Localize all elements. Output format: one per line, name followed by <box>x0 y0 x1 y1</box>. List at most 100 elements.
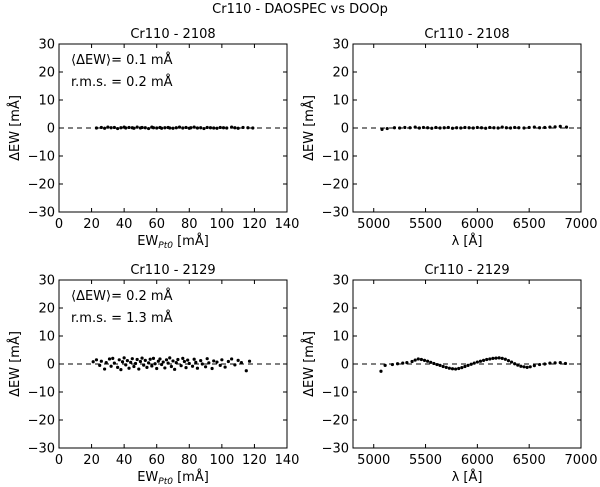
data-point <box>548 125 552 129</box>
data-point <box>504 126 508 130</box>
data-point <box>94 126 99 130</box>
x-tick-label: 20 <box>83 453 100 468</box>
data-point <box>244 369 248 373</box>
data-point <box>233 363 237 367</box>
data-point <box>450 367 455 371</box>
data-point <box>447 366 451 370</box>
data-point <box>466 363 470 367</box>
data-point <box>164 358 169 362</box>
x-tick-label: 140 <box>275 217 300 232</box>
data-point <box>205 125 209 130</box>
data-point <box>203 365 208 369</box>
x-tick-label: 6500 <box>513 453 546 468</box>
data-point <box>119 368 123 372</box>
data-point <box>519 364 523 368</box>
data-point <box>392 126 397 130</box>
data-point <box>106 125 110 129</box>
data-point <box>558 124 562 128</box>
x-tick-label: 5000 <box>357 453 390 468</box>
data-point <box>199 126 203 130</box>
annotation-mean: ⟨ΔEW⟩= 0.1 mÅ <box>71 52 173 68</box>
data-point <box>151 356 156 360</box>
data-point <box>124 126 128 130</box>
data-point <box>380 127 384 131</box>
data-point <box>455 126 459 130</box>
panel-title: Cr110 - 2108 <box>424 27 509 42</box>
y-tick-label: 10 <box>38 330 55 345</box>
data-point <box>200 362 204 366</box>
data-point <box>508 126 513 130</box>
data-point <box>190 364 195 368</box>
data-point <box>125 359 129 363</box>
y-tick-label: −20 <box>28 414 55 429</box>
data-point <box>187 361 191 366</box>
data-point <box>429 360 433 364</box>
data-point <box>548 361 552 365</box>
y-axis-label: ΔEW [mÅ] <box>7 331 23 397</box>
data-point <box>133 361 138 366</box>
data-point <box>116 365 120 369</box>
data-point <box>522 126 526 130</box>
data-point <box>146 126 151 131</box>
data-point <box>413 125 417 129</box>
annotation-rms: r.m.s. = 0.2 mÅ <box>71 74 173 90</box>
data-point <box>236 358 240 362</box>
data-point <box>146 361 151 365</box>
data-point <box>442 126 446 130</box>
data-point <box>426 359 430 363</box>
data-point <box>435 362 439 367</box>
data-point <box>220 358 224 362</box>
data-point <box>472 361 476 365</box>
data-point <box>491 356 495 360</box>
data-point <box>160 362 164 367</box>
data-point <box>143 358 147 362</box>
data-point <box>516 363 520 367</box>
x-tick-label: 0 <box>55 217 63 232</box>
x-axis-label-subscript: Pt0 <box>158 477 173 487</box>
data-point <box>479 126 484 130</box>
data-point <box>158 357 162 361</box>
data-point <box>513 125 517 130</box>
y-tick-label: 30 <box>38 274 55 289</box>
data-point <box>109 126 113 130</box>
data-point <box>444 365 448 369</box>
data-point <box>194 360 198 364</box>
data-point <box>484 126 488 130</box>
x-axis-label-main: EW <box>137 470 158 485</box>
data-point <box>163 126 167 130</box>
y-tick-label: 0 <box>47 122 55 137</box>
data-point <box>497 356 501 360</box>
x-tick-label: 120 <box>242 453 267 468</box>
data-point <box>395 362 400 366</box>
data-point <box>226 359 230 364</box>
data-point <box>469 362 473 366</box>
data-point <box>500 125 504 129</box>
data-point <box>488 357 492 361</box>
y-tick-label: 0 <box>341 358 349 373</box>
x-tick-label: 7000 <box>564 453 597 468</box>
data-point <box>181 356 185 360</box>
data-point <box>109 364 113 368</box>
data-point <box>138 359 143 364</box>
data-point <box>107 357 112 361</box>
data-point <box>127 125 131 130</box>
data-point <box>528 365 532 369</box>
data-point <box>432 361 436 366</box>
data-point <box>119 126 123 130</box>
data-point <box>127 366 131 370</box>
x-tick-label: 5000 <box>357 217 390 232</box>
data-point <box>140 125 144 130</box>
data-point <box>145 365 149 369</box>
data-point <box>471 126 475 130</box>
x-axis-label-unit: [mÅ] <box>173 469 209 485</box>
data-point <box>467 126 471 130</box>
data-point <box>150 364 154 368</box>
data-point <box>385 126 389 131</box>
data-point <box>239 361 243 365</box>
data-point <box>553 361 557 365</box>
data-point <box>478 359 483 363</box>
data-point <box>236 126 240 130</box>
x-tick-label: 5500 <box>409 453 442 468</box>
data-point <box>463 364 467 369</box>
